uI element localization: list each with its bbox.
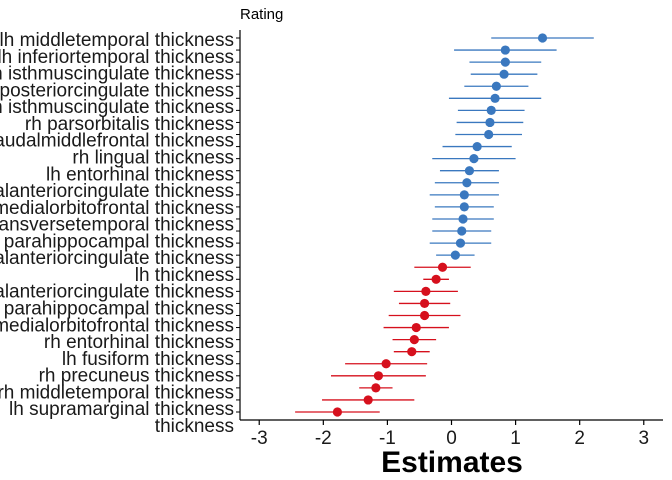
estimate-point (407, 347, 417, 357)
estimate-point (381, 359, 391, 369)
estimate-point (457, 226, 467, 236)
y-tick-label: rh parahippocampal thickness (0, 299, 234, 320)
y-tick-label: lh thickness (135, 265, 234, 286)
estimate-point (455, 238, 466, 248)
y-tick-label: lh inferiortemporal thickness (0, 47, 234, 68)
estimate-point (490, 93, 500, 103)
y-tick-label: lh middletemporal thickness (0, 30, 234, 51)
estimate-point (459, 190, 469, 200)
y-tick-label: rh medialorbitofrontal thickness (0, 315, 234, 336)
estimate-point (499, 69, 509, 79)
y-tick-label: lh supramarginal thickness (9, 399, 234, 420)
y-tick-label: rh middletemporal thickness (0, 382, 234, 403)
y-tick-label: rostralanteriorcingulate thickness (0, 282, 234, 303)
y-tick-label: lh fusiform thickness (62, 349, 234, 370)
estimate-point (472, 141, 482, 152)
x-tick-label: 1 (510, 428, 521, 449)
x-ticks: -3 -2 -1 0 1 2 3 (251, 420, 649, 449)
x-tick-label: 2 (574, 428, 585, 449)
y-tick-label: rh precuneus thickness (39, 366, 234, 387)
x-tick-label: 0 (446, 428, 457, 449)
estimate-point (469, 154, 479, 164)
y-tick-label: rh lingual thickness (72, 147, 234, 168)
x-tick-label: 3 (638, 428, 649, 449)
estimate-point (486, 105, 496, 115)
estimate-point (419, 298, 430, 309)
y-tick-label: lh entorhinal thickness (46, 164, 234, 185)
estimate-point (431, 274, 441, 284)
y-tick-label: rh isthmuscingulate thickness (0, 64, 234, 85)
y-tick-label: rh parsorbitalis thickness (25, 114, 234, 135)
estimate-point (332, 407, 343, 417)
x-tick-label: -3 (251, 428, 268, 449)
estimate-point (462, 178, 472, 188)
estimate-point (450, 250, 460, 260)
x-axis-label: Estimates (381, 446, 523, 479)
estimate-point (371, 383, 381, 393)
y-tick-label: rh entorhinal thickness (44, 332, 234, 353)
estimate-point (459, 202, 469, 212)
y-tick-label: lh transversetemporal thickness (0, 215, 234, 236)
estimate-point (464, 166, 475, 176)
estimate-point (411, 322, 421, 333)
y-tick-label: caudalanteriorcingulate thickness (0, 248, 234, 269)
estimate-point (437, 262, 448, 272)
estimate-point (500, 45, 510, 55)
y-tick-label: lh caudalmiddlefrontal thickness (0, 131, 234, 152)
estimate-point (484, 129, 494, 140)
y-tick-marks (236, 37, 240, 413)
chart-title: Rating (240, 6, 283, 23)
estimate-point (409, 335, 419, 345)
estimate-point (491, 81, 501, 91)
estimate-point (373, 371, 384, 381)
y-tick-label: rh isthmuscingulate thickness (0, 97, 234, 118)
x-tick-label: -2 (315, 428, 332, 449)
plot-marks (295, 33, 594, 417)
estimate-point (363, 395, 373, 405)
estimate-point (421, 286, 431, 296)
y-tick-label: thickness (155, 416, 234, 437)
estimate-point (537, 33, 548, 43)
y-tick-label: lh parahippocampal thickness (0, 231, 234, 252)
estimate-point (485, 117, 495, 128)
estimate-point (500, 57, 510, 67)
y-tick-label: rh posteriorcingulate thickness (0, 80, 234, 101)
x-tick-label: -1 (379, 428, 396, 449)
estimate-point (458, 214, 468, 224)
y-tick-label: rostralanteriorcingulate thickness (0, 181, 234, 202)
y-tick-label: lh medialorbitofrontal thickness (0, 198, 234, 219)
estimate-point (419, 310, 430, 321)
